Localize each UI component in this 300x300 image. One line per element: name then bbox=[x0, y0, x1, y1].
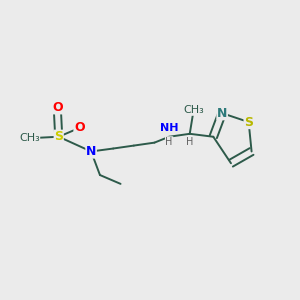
Text: S: S bbox=[244, 116, 253, 128]
Text: CH₃: CH₃ bbox=[183, 105, 204, 115]
Text: NH: NH bbox=[160, 123, 178, 133]
Text: O: O bbox=[74, 122, 85, 134]
Text: N: N bbox=[86, 145, 96, 158]
Text: O: O bbox=[52, 101, 63, 114]
Text: N: N bbox=[217, 107, 227, 120]
Text: H: H bbox=[166, 137, 173, 147]
Text: S: S bbox=[54, 130, 63, 143]
Text: CH₃: CH₃ bbox=[19, 133, 40, 143]
Text: H: H bbox=[186, 137, 194, 147]
